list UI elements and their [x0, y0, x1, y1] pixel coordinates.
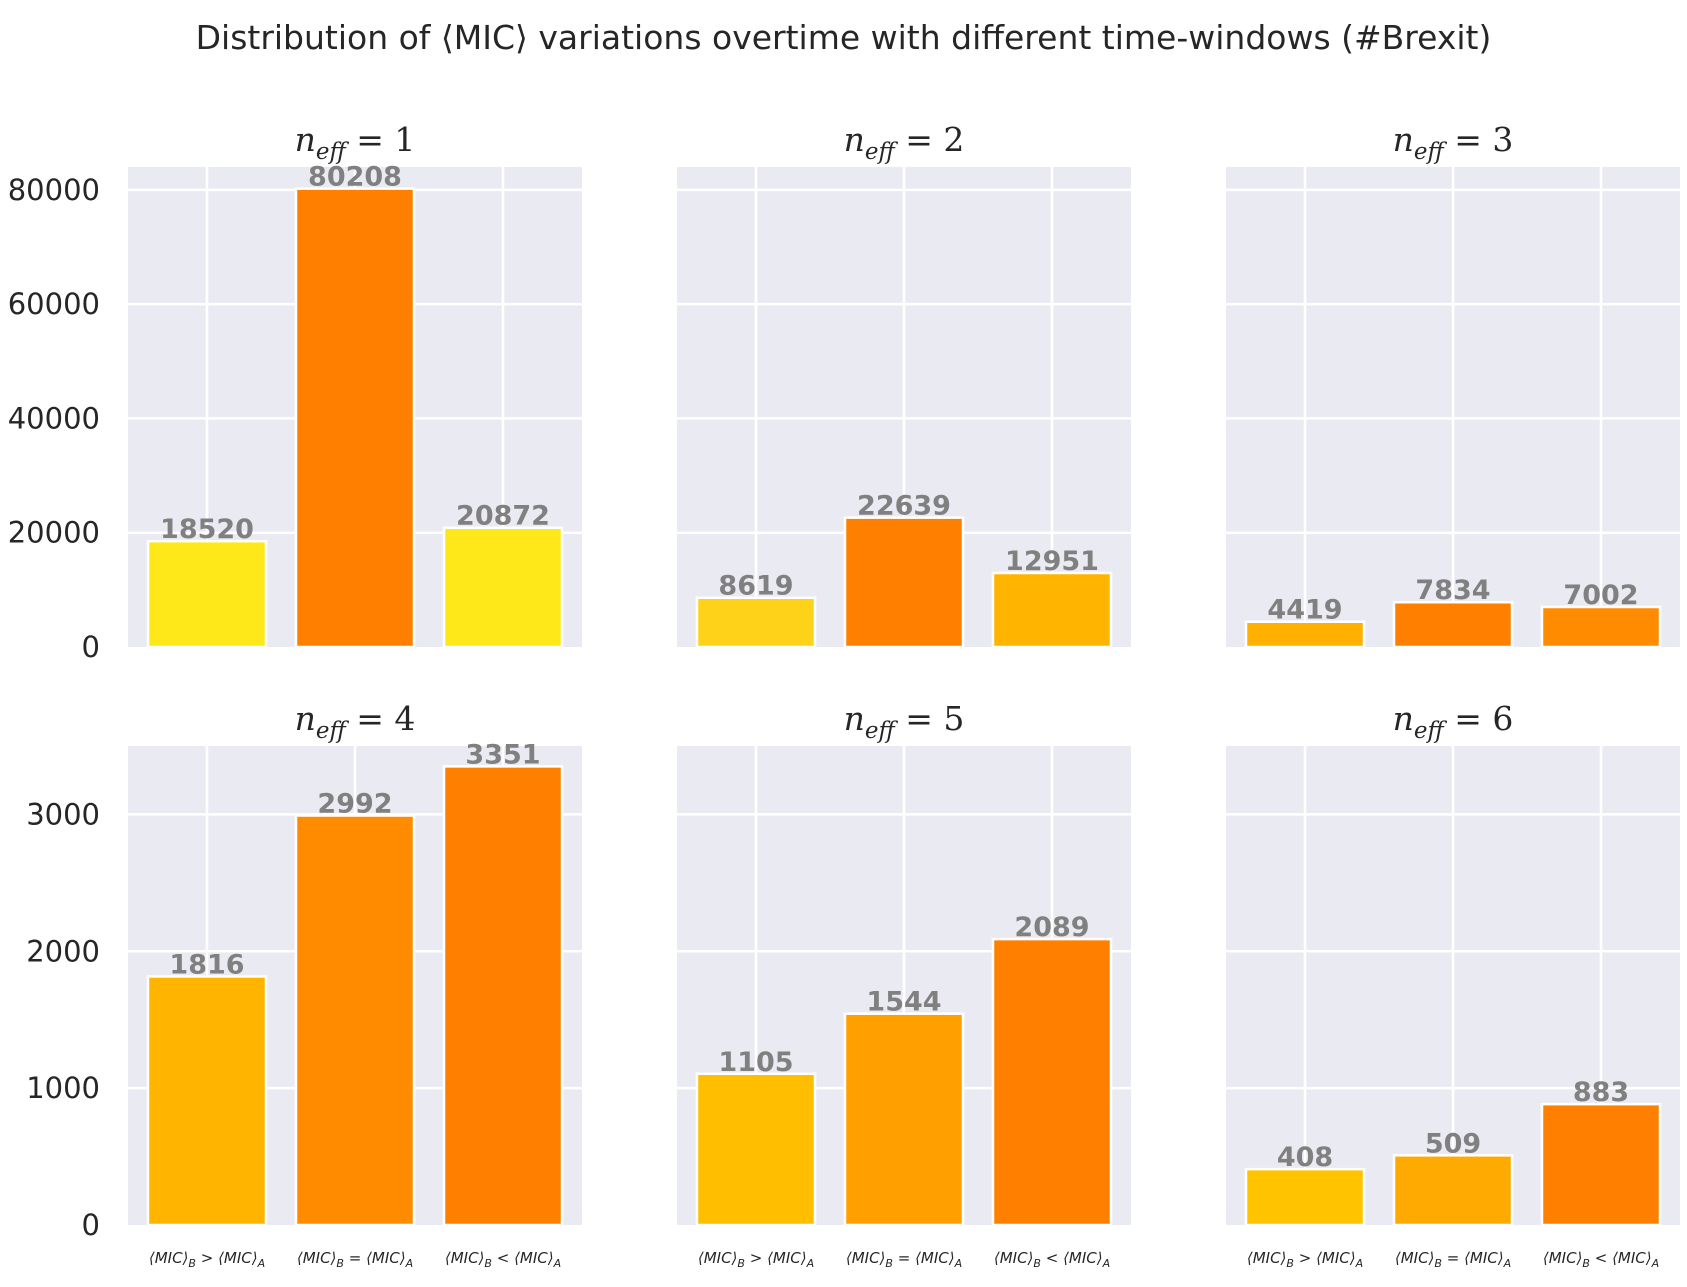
- bar: [695, 1072, 817, 1227]
- bar-value-label: 1816: [169, 949, 244, 980]
- bar: [1392, 600, 1514, 649]
- bar-value-label: 1544: [866, 987, 941, 1018]
- bar-value-label: 3351: [465, 739, 540, 770]
- bar: [695, 596, 817, 649]
- subplot-title: neff = 3: [1393, 120, 1514, 165]
- subplot-title: neff = 6: [1393, 699, 1514, 744]
- bar-value-label: 8619: [718, 571, 793, 602]
- bar: [442, 765, 564, 1227]
- y-tick-label: 60000: [8, 287, 100, 321]
- subplot-panel-3: 4419 7834 7002 neff = 3: [1226, 120, 1680, 649]
- y-tick-label: 20000: [8, 516, 100, 550]
- y-tick-label: 2000: [26, 934, 100, 968]
- bar-value-label: 7002: [1563, 580, 1638, 611]
- subplot-panel-5: 1105 1544 2089 neff = 5 ⟨MIC⟩B > ⟨MIC⟩A ⟨MIC⟩…: [677, 699, 1131, 1270]
- x-tick-label: ⟨MIC⟩B = ⟨MIC⟩A: [846, 1249, 962, 1270]
- subplot-panel-4: 1816 2992 3351 neff = 4 0 1000 2000 3000 ⟨MIC⟩B …: [26, 699, 582, 1270]
- subplot-panel-2: 8619 22639 12951 neff = 2: [677, 120, 1131, 649]
- subplot-title: neff = 1: [295, 120, 416, 165]
- bar-value-label: 509: [1425, 1128, 1481, 1159]
- bar-value-label: 80208: [308, 162, 402, 193]
- bar: [146, 975, 268, 1227]
- bar: [843, 516, 965, 649]
- bar: [1392, 1154, 1514, 1227]
- bar: [146, 539, 268, 649]
- y-tick-label: 1000: [26, 1071, 100, 1105]
- bar: [294, 814, 416, 1227]
- y-tick-label: 0: [82, 1208, 100, 1242]
- bar-value-label: 12951: [1005, 546, 1099, 577]
- bar: [1244, 620, 1366, 649]
- x-tick-label: ⟨MIC⟩B = ⟨MIC⟩A: [297, 1249, 413, 1270]
- bar: [1540, 605, 1662, 649]
- subplot-panel-6: 408 509 883 neff = 6 ⟨MIC⟩B > ⟨MIC⟩A ⟨MIC⟩B =…: [1226, 699, 1680, 1270]
- bar: [1540, 1102, 1662, 1227]
- x-tick-label: ⟨MIC⟩B > ⟨MIC⟩A: [698, 1249, 814, 1270]
- bar-value-label: 408: [1277, 1142, 1333, 1173]
- bar-value-label: 22639: [857, 491, 951, 522]
- bar: [442, 526, 564, 649]
- x-tick-label: ⟨MIC⟩B < ⟨MIC⟩A: [994, 1249, 1110, 1270]
- x-tick-label: ⟨MIC⟩B < ⟨MIC⟩A: [1543, 1249, 1659, 1270]
- y-tick-label: 40000: [8, 401, 100, 435]
- subplot-title: neff = 2: [844, 120, 965, 165]
- bar-value-label: 18520: [160, 514, 254, 545]
- bar-value-label: 7834: [1415, 575, 1490, 606]
- bar: [843, 1012, 965, 1227]
- x-tick-label: ⟨MIC⟩B < ⟨MIC⟩A: [445, 1249, 561, 1270]
- bar: [294, 187, 416, 649]
- bar: [991, 937, 1113, 1227]
- y-tick-label: 80000: [8, 173, 100, 207]
- subplot-title: neff = 5: [844, 699, 965, 744]
- bar-value-label: 883: [1573, 1077, 1629, 1108]
- bar-value-label: 2089: [1014, 912, 1089, 943]
- bar-value-label: 2992: [317, 789, 392, 820]
- bar: [1244, 1167, 1366, 1227]
- y-tick-label: 0: [82, 630, 100, 664]
- chart-title: Distribution of ⟨MIC⟩ variations overtim…: [195, 18, 1492, 57]
- subplot-panel-1: 18520 80208 20872 neff = 1 0 20000 40000 60000 8…: [8, 120, 582, 664]
- bar: [991, 571, 1113, 649]
- subplot-title: neff = 4: [295, 699, 416, 744]
- bar-value-label: 20872: [456, 501, 550, 532]
- bar-value-label: 4419: [1267, 595, 1342, 626]
- x-tick-label: ⟨MIC⟩B > ⟨MIC⟩A: [149, 1249, 265, 1270]
- x-tick-label: ⟨MIC⟩B = ⟨MIC⟩A: [1395, 1249, 1511, 1270]
- bar-value-label: 1105: [718, 1047, 793, 1078]
- x-tick-label: ⟨MIC⟩B > ⟨MIC⟩A: [1247, 1249, 1363, 1270]
- y-tick-label: 3000: [26, 797, 100, 831]
